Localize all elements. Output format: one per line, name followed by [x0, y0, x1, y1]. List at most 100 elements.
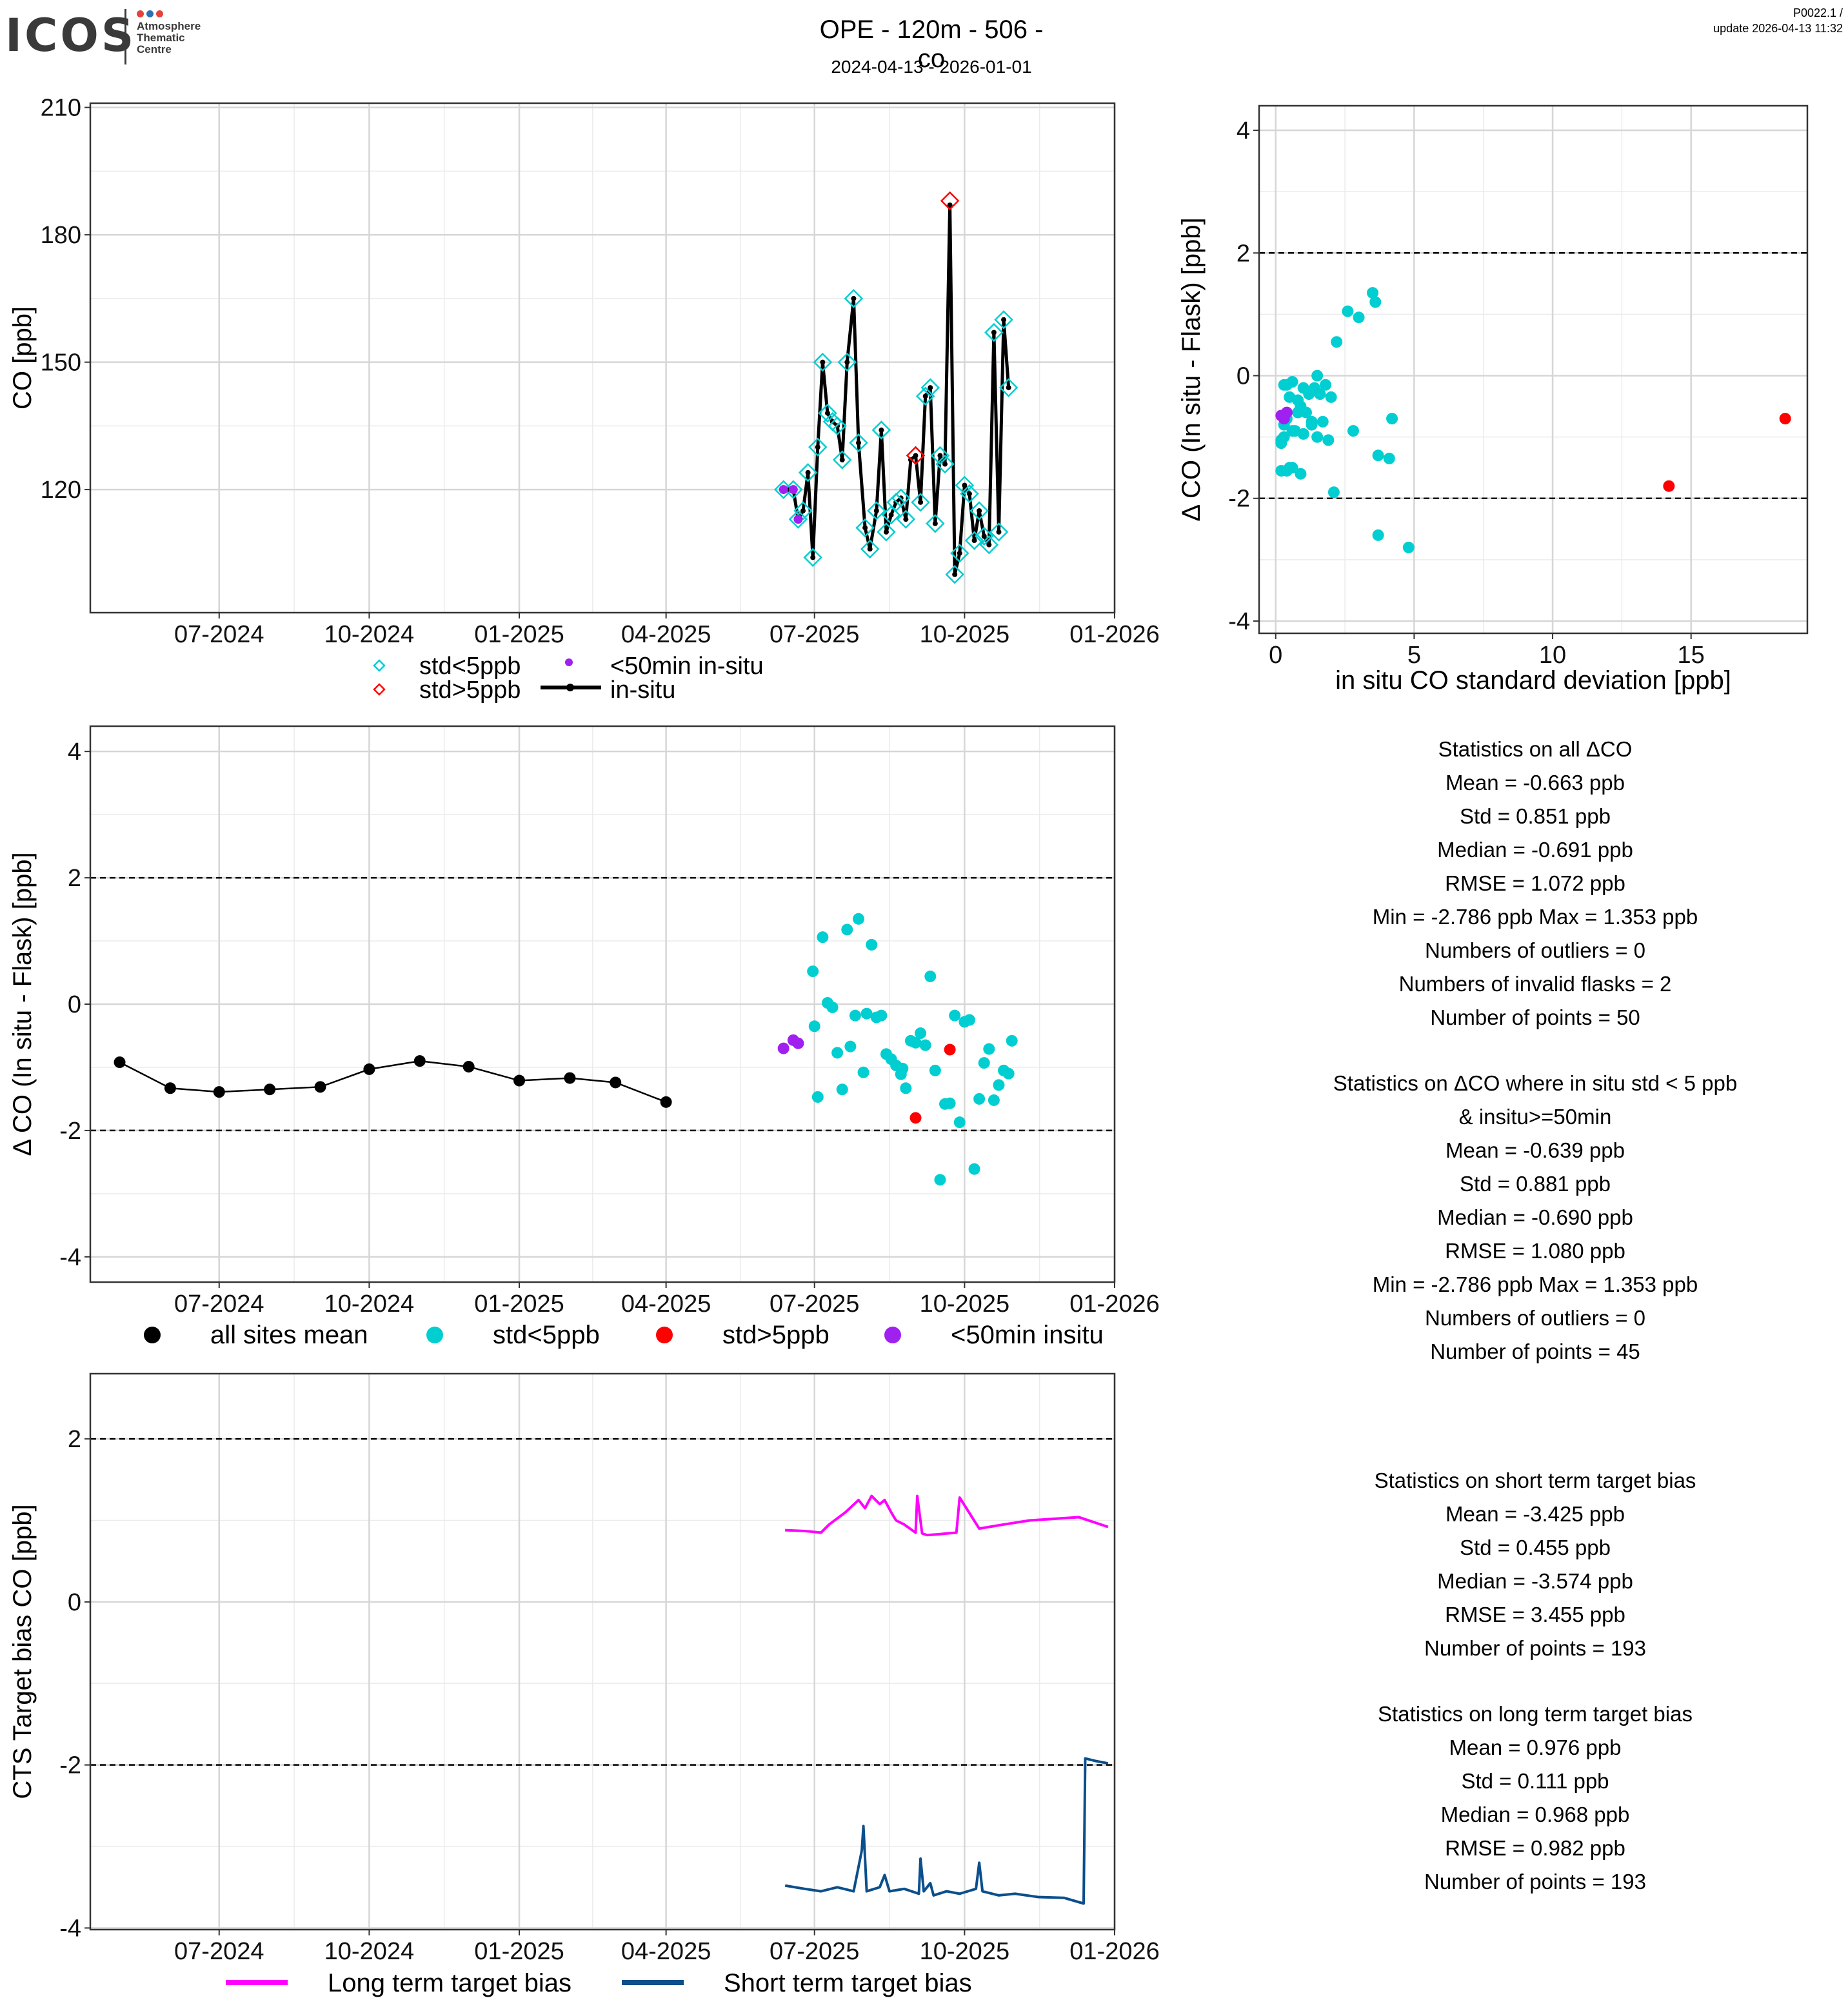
flask-diamond-low-std — [773, 480, 793, 499]
flask-diamond-low-std — [860, 539, 880, 559]
long-term-bias-line — [785, 1494, 1109, 1537]
scatter-point — [1316, 415, 1329, 428]
version-line: update 2026-04-13 11:32 — [1713, 22, 1843, 35]
target-bias-chart: -4 -2 0 2 07-2024 10-2024 01-2025 04-2025 07-202… — [8, 1372, 1160, 1997]
y-tick-label: 150 — [41, 350, 81, 377]
x-tick-label: 01-2026 — [1069, 1290, 1159, 1318]
scatter-point — [1383, 452, 1395, 464]
scatter-point — [1353, 311, 1365, 324]
y-tick-label: 210 — [41, 97, 81, 122]
y-tick-label: 0 — [68, 991, 81, 1018]
x-tick-label: 10-2024 — [324, 621, 414, 648]
stats-outliers: Numbers of outliers = 0 — [1424, 938, 1646, 962]
in-situ-point — [815, 444, 820, 450]
scatter-point — [1280, 464, 1293, 477]
in-situ-point — [986, 542, 992, 548]
delta-point — [831, 1047, 844, 1059]
flask-diamond-low-std — [974, 526, 994, 546]
scatter-point — [1372, 529, 1384, 541]
stats-title: Statistics on all ΔCO — [1438, 737, 1633, 761]
flask-diamond-low-std — [920, 378, 940, 397]
in-situ-point — [977, 508, 982, 513]
flask-diamond-low-std — [950, 544, 969, 563]
y-tick-label: 2 — [68, 1426, 81, 1453]
delta-point — [164, 1082, 176, 1094]
flask-diamond-low-std — [994, 310, 1013, 330]
delta-point — [836, 1083, 848, 1096]
x-tick-label: 07-2024 — [174, 1290, 264, 1318]
x-tick-label: 04-2025 — [621, 1290, 711, 1318]
in-situ-point — [879, 427, 884, 433]
page-title: OPE - 120m - 506 - co — [819, 15, 1044, 73]
in-situ-point — [996, 529, 1002, 535]
stats-title-2: & insitu>=50min — [1458, 1105, 1612, 1129]
flask-diamond-low-std — [818, 403, 837, 423]
legend-label: std>5ppb — [722, 1321, 830, 1349]
x-tick-label: 5 — [1407, 642, 1421, 669]
logo-sub-line: Centre — [137, 43, 172, 55]
scatter-point — [1306, 415, 1318, 428]
x-tick-label: 07-2025 — [770, 1290, 859, 1318]
delta-point — [811, 1091, 824, 1103]
stats-short-panel: Statistics on short term target bias Mea… — [1277, 1464, 1793, 1665]
in-situ-point — [991, 330, 997, 335]
flask-diamond-low-std — [999, 378, 1018, 397]
x-tick-label: 07-2024 — [174, 1938, 264, 1965]
legend-label: all sites mean — [210, 1321, 368, 1349]
y-axis-label: CTS Target bias CO [ppb] — [8, 1504, 37, 1799]
x-tick-label: 10-2025 — [920, 1290, 1009, 1318]
x-tick-label: 01-2025 — [474, 1938, 564, 1965]
in-situ-point — [844, 359, 850, 365]
in-situ-line — [783, 203, 1011, 577]
flask-diamond-low-std — [930, 446, 950, 466]
delta-point — [792, 1037, 804, 1049]
delta-point — [944, 1043, 956, 1056]
in-situ-point — [952, 571, 958, 577]
stats-rmse: RMSE = 1.072 ppb — [1445, 871, 1625, 895]
stats-minmax: Min = -2.786 ppb Max = 1.353 ppb — [1372, 1272, 1698, 1296]
flask-diamond-low-std — [979, 535, 999, 555]
in-situ-point — [913, 453, 919, 459]
page-subtitle: 2024-04-13 - 2026-01-01 — [831, 57, 1032, 77]
delta-point — [807, 965, 819, 978]
in-situ-point — [918, 499, 924, 505]
x-tick-label: 07-2024 — [174, 621, 264, 648]
stats-points: Number of points = 193 — [1424, 1636, 1646, 1660]
legend-key-dot — [144, 1327, 161, 1343]
scatter-point — [1402, 541, 1415, 553]
y-tick-label: 120 — [41, 477, 81, 504]
flask-diamond-low-std — [960, 484, 979, 504]
x-tick-label: 10-2025 — [920, 1938, 1009, 1965]
delta-point — [915, 1027, 927, 1040]
y-tick-label: -4 — [59, 1915, 81, 1942]
y-tick-label: 180 — [41, 222, 81, 249]
delta-point — [993, 1079, 1005, 1091]
delta-point — [413, 1055, 426, 1067]
legend-label: std<5ppb — [493, 1321, 600, 1349]
flask-diamond-low-std — [849, 433, 868, 453]
y-tick-label: -2 — [59, 1752, 81, 1779]
plot-border — [89, 102, 1116, 614]
delta-point — [660, 1096, 672, 1108]
x-tick-label: 10-2024 — [324, 1290, 414, 1318]
delta-point — [963, 1014, 975, 1026]
legend-label: Long term target bias — [328, 1969, 571, 1997]
y-tick-label: -4 — [59, 1244, 81, 1271]
legend-label: Short term target bias — [724, 1969, 972, 1997]
delta-point — [866, 938, 878, 951]
in-situ-point — [1001, 317, 1007, 322]
delta-point — [462, 1060, 475, 1073]
in-situ-point — [820, 359, 826, 365]
flask-diamond-low-std — [871, 420, 891, 440]
legend-label: <50min in-situ — [610, 653, 764, 680]
scatter-point — [1779, 413, 1791, 425]
y-tick-label: 2 — [1237, 240, 1250, 267]
scatter-point — [1275, 434, 1287, 446]
stats-std: Std = 0.111 ppb — [1461, 1769, 1609, 1793]
flask-diamond-low-std — [896, 509, 916, 529]
all-sites-mean-line — [119, 1060, 667, 1103]
x-tick-label: 10 — [1539, 642, 1566, 669]
delta-point — [849, 1009, 861, 1022]
legend-key-dot — [884, 1327, 901, 1343]
y-tick-label: 0 — [68, 1589, 81, 1616]
